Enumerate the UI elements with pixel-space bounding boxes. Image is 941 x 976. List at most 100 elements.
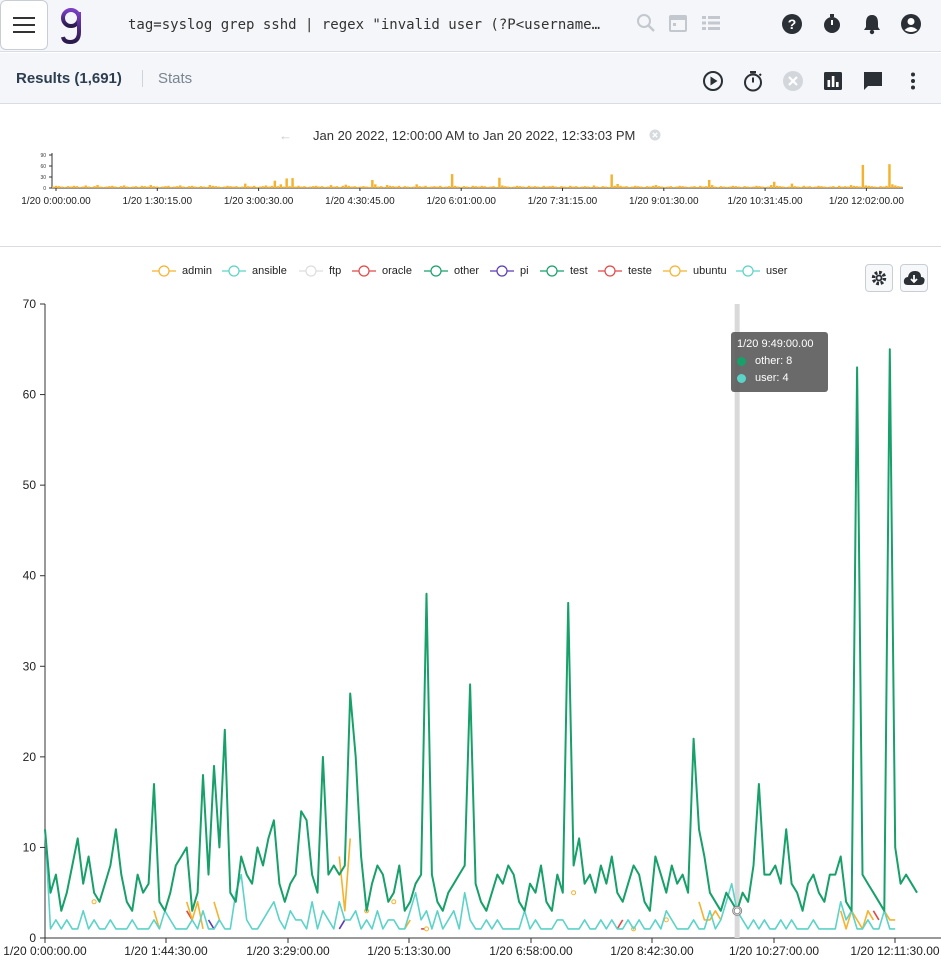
overview-bar [888,164,891,188]
overview-bar [255,186,259,188]
overview-bar [332,186,336,188]
account-icon[interactable] [900,13,922,35]
overview-bar [530,186,534,188]
series-point-ubuntu [424,926,429,932]
overview-bar [288,186,291,188]
overview-bar [244,183,247,188]
overview-bar [400,186,404,188]
x-tick-label: 1/20 12:11:30.00 [850,944,940,958]
overview-bar [498,177,501,188]
overview-bar [382,186,386,188]
legend-item-ftp[interactable]: ftp [299,262,341,280]
chart-settings-button[interactable] [865,264,893,292]
play-icon[interactable] [702,70,724,92]
overview-bar [264,185,268,188]
legend-item-user[interactable]: user [736,262,787,280]
legend-item-admin[interactable]: admin [152,262,212,280]
stopwatch-icon[interactable] [742,70,764,92]
legend-label: ubuntu [693,265,727,277]
legend-item-ubuntu[interactable]: ubuntu [663,262,727,280]
overview-bar [52,186,55,188]
overview-bar [557,186,560,188]
overview-bar [108,186,111,188]
download-button[interactable] [900,264,928,292]
overview-bar [613,185,616,188]
overview-bar [170,186,173,188]
tab-results[interactable]: Results (1,691) [16,70,122,87]
help-icon[interactable]: ? [781,13,803,35]
overview-bar [267,186,271,188]
overview-bar [654,185,658,188]
tab-divider [142,70,143,87]
overview-bar [483,186,486,188]
overview-bar [521,186,525,188]
overview-bar [362,186,365,188]
timer-icon[interactable] [821,13,843,35]
overview-bar [580,186,584,188]
overview-bar [716,186,720,188]
legend-item-test[interactable]: test [540,262,588,280]
overview-bar [241,186,244,188]
legend-swatch-icon [424,265,448,277]
search-icon[interactable] [636,13,656,33]
series-line-ubuntu [883,910,896,921]
tooltip-row: other: 8 [737,355,822,367]
gravwell-logo[interactable] [58,6,86,46]
overview-bar [752,186,755,188]
overview-bar [338,186,342,188]
overview-bar [879,186,882,188]
overview-bar [586,186,590,188]
overview-bar [560,186,563,188]
main-line-chart[interactable]: 0 10 20 30 40 50 60 70 1/20 0:00:00.00 1/20 1:44:… [0,295,941,976]
cancel-icon[interactable] [782,70,804,92]
menu-button[interactable] [0,0,48,50]
overview-bar [840,186,844,188]
legend-item-ansible[interactable]: ansible [222,262,287,280]
overview-bar [137,186,141,188]
overview-bar [610,174,613,188]
y-tick-label: 50 [23,478,37,492]
legend-item-oracle[interactable]: oracle [352,262,412,280]
overview-bar [474,186,477,188]
overview-bar [672,186,675,188]
overview-bar [551,185,554,188]
overview-bar [900,186,903,188]
overview-bar [282,186,285,188]
overview-bar [90,186,93,188]
overview-bar [489,186,492,188]
overview-bar [196,186,200,188]
overview-bar [421,186,424,188]
overview-bar [217,186,220,188]
overview-bar [388,185,392,188]
overview-bar [548,186,551,188]
overview-bar [96,185,99,188]
legend-label: pi [520,265,529,277]
y-tick-label: 30 [23,659,37,673]
clear-range-icon[interactable] [649,129,661,141]
overview-bar [625,186,628,188]
calendar-icon[interactable] [668,13,688,33]
overview-bar [93,186,96,188]
overview-bar [772,181,776,188]
query-text[interactable]: tag=syslog grep sshd | regex "invalid us… [128,17,601,33]
overview-bar [99,186,102,188]
more-icon[interactable] [902,70,924,92]
overview-bar [146,186,150,188]
comment-icon[interactable] [862,70,884,92]
overview-histogram[interactable]: 90 60 30 0 1/20 0:00:00.00 1/20 1:30:15.00 1/2… [0,145,941,255]
chart-icon[interactable] [822,70,844,92]
range-back-arrow[interactable]: ← [279,128,292,143]
legend-item-pi[interactable]: pi [490,262,529,280]
list-icon[interactable] [701,13,721,33]
bell-icon[interactable] [861,13,883,35]
legend-item-other[interactable]: other [424,262,479,280]
overview-x-tick-label: 1/20 12:02:00.00 [829,196,905,207]
overview-bar [885,185,888,188]
overview-bar [114,186,117,188]
tab-stats[interactable]: Stats [158,70,193,87]
overview-bar [864,185,868,188]
legend-item-teste[interactable]: teste [598,262,652,280]
overview-bar [459,186,463,188]
legend-swatch-icon [490,265,514,277]
y-tick-label: 20 [23,750,37,764]
